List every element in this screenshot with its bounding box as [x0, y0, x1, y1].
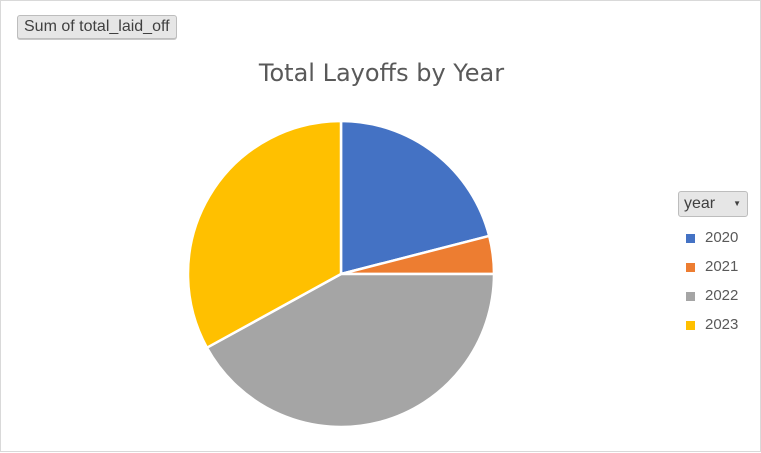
legend-label: 2020: [705, 229, 739, 246]
chevron-down-icon: ▼: [733, 199, 741, 208]
pie-slice-2020[interactable]: [339, 119, 491, 276]
year-filter-label: year: [684, 195, 716, 212]
pie-slice-2023[interactable]: [186, 119, 343, 349]
legend-swatch: [686, 292, 695, 301]
legend-swatch: [686, 234, 695, 243]
year-filter-dropdown[interactable]: year ▼: [678, 191, 748, 217]
legend-label: 2022: [705, 287, 739, 304]
legend-label: 2023: [705, 316, 739, 333]
legend-swatch: [686, 263, 695, 272]
legend-swatch: [686, 321, 695, 330]
legend-label: 2021: [705, 258, 739, 275]
pivot-field-button[interactable]: Sum of total_laid_off: [17, 15, 177, 39]
chart-title: Total Layoffs by Year: [258, 59, 505, 87]
pie-slice-2022[interactable]: [205, 272, 496, 429]
